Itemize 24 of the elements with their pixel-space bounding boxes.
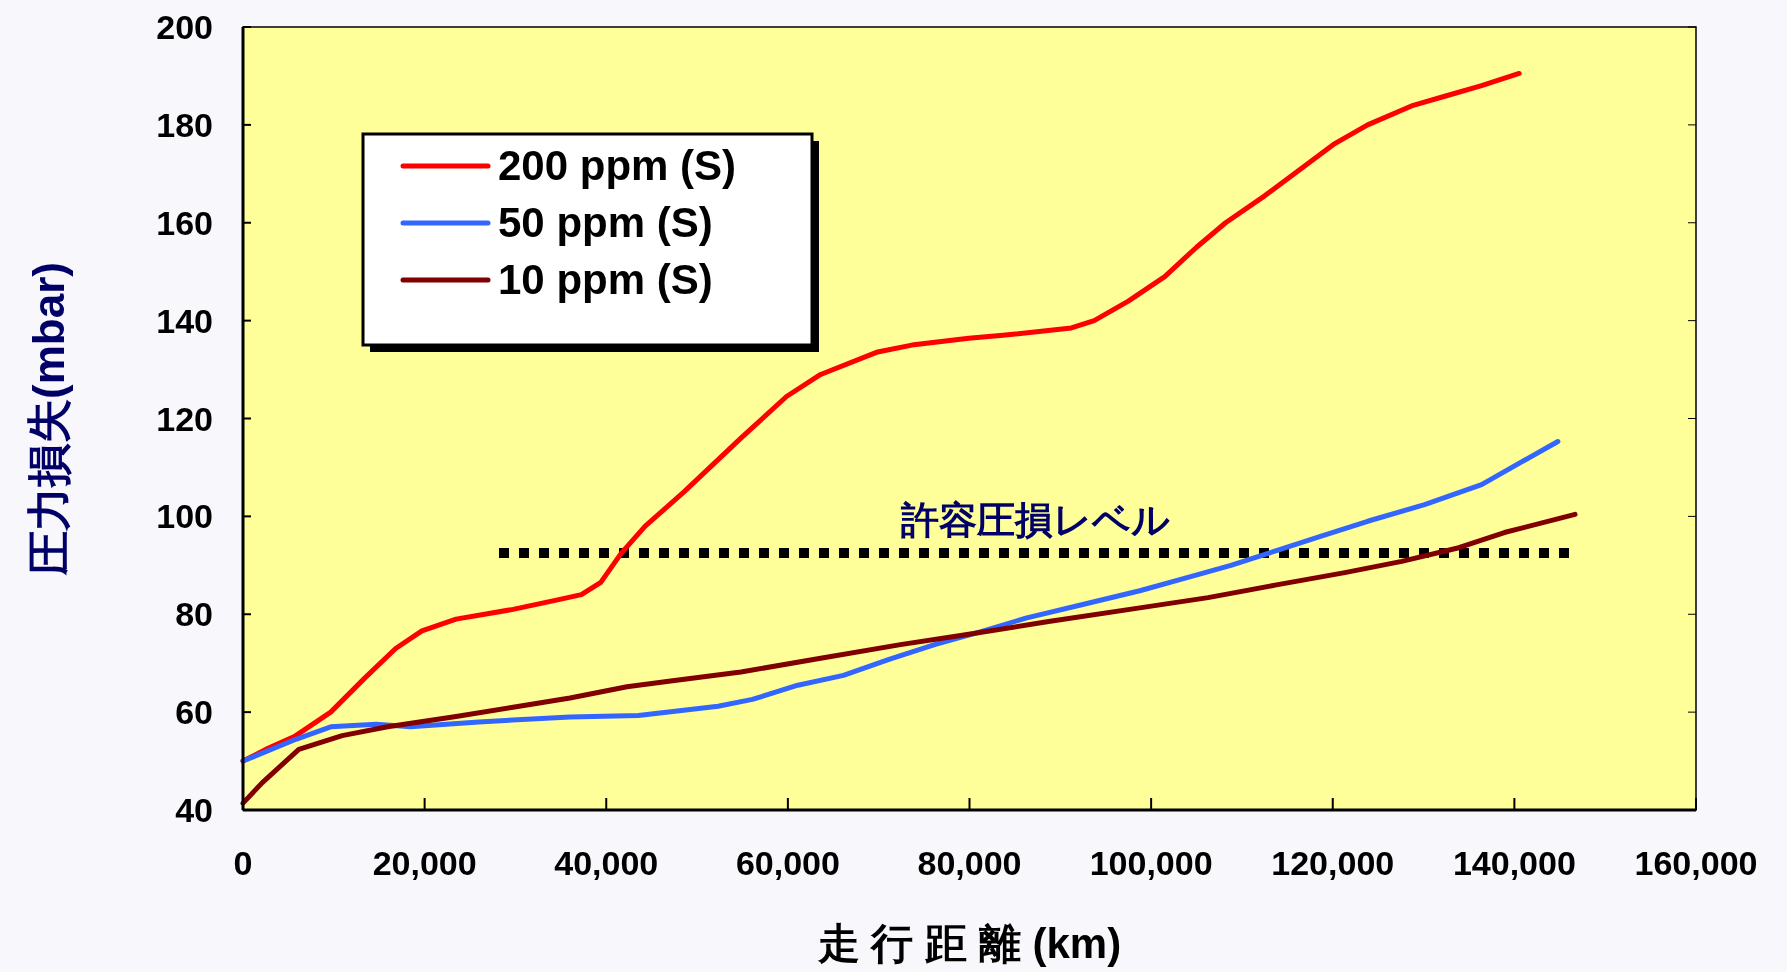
y-tick-label: 180 <box>156 105 213 144</box>
legend-label: 10 ppm (S) <box>498 256 713 303</box>
x-axis-title: 走 行 距 離 (km) <box>816 920 1122 967</box>
y-tick-label: 60 <box>175 693 213 732</box>
x-tick-label: 0 <box>233 844 253 882</box>
x-tick-label: 160,000 <box>1634 844 1758 882</box>
ref-line-label: 許容圧損レベル <box>900 499 1170 542</box>
y-tick-label: 120 <box>156 399 213 438</box>
x-tick-label: 60,000 <box>735 844 840 882</box>
y-tick-label: 140 <box>156 301 213 340</box>
y-tick-label: 100 <box>156 497 213 536</box>
legend-label: 200 ppm (S) <box>498 142 737 189</box>
y-tick-label: 200 <box>156 8 213 46</box>
y-axis-title: 圧力損失(mbar) <box>24 262 73 576</box>
x-tick-label: 140,000 <box>1452 844 1576 882</box>
y-tick-label: 160 <box>156 203 213 242</box>
x-tick-label: 40,000 <box>554 844 659 882</box>
x-tick-label: 80,000 <box>917 844 1022 882</box>
y-tick-label: 40 <box>175 791 213 829</box>
legend-label: 50 ppm (S) <box>498 199 713 246</box>
x-tick-label: 100,000 <box>1089 844 1213 882</box>
y-tick-label: 80 <box>175 595 213 634</box>
x-tick-label: 120,000 <box>1271 844 1395 882</box>
x-tick-label: 20,000 <box>372 844 477 882</box>
